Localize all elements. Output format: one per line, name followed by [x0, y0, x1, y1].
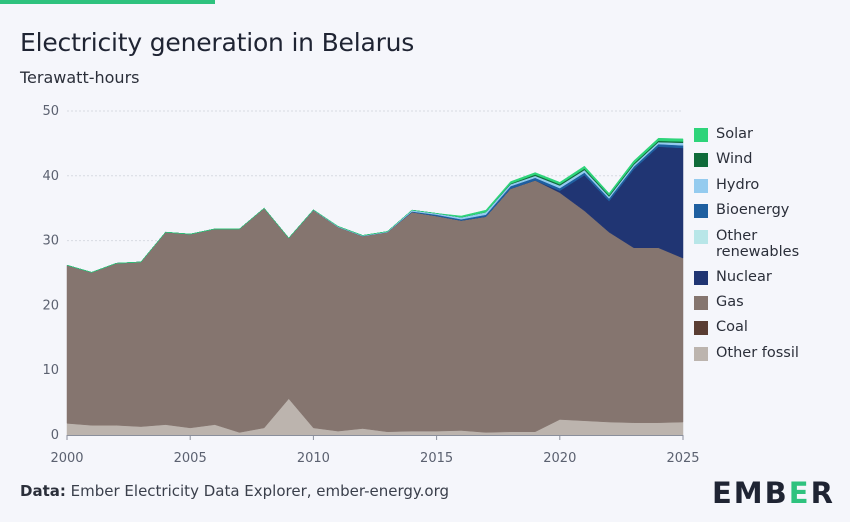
x-tick-label: 2015: [420, 451, 453, 466]
x-tick-label: 2020: [543, 451, 576, 466]
stacked-areas: [66, 137, 684, 436]
legend-label: Other fossil: [716, 344, 799, 361]
legend-item: Other renewables: [694, 228, 844, 269]
legend-label: Coal: [716, 319, 748, 336]
area-gas: [66, 180, 684, 433]
logo-text-right: R: [810, 476, 835, 510]
y-tick-label: 30: [42, 234, 59, 249]
legend-label: Bioenergy: [716, 202, 790, 219]
data-source-label: Data:: [20, 482, 66, 500]
legend-item: Nuclear: [694, 269, 844, 294]
legend-swatch: [694, 178, 708, 193]
legend-item: Gas: [694, 294, 844, 319]
x-tick-label: 2025: [666, 451, 699, 466]
legend-item: Wind: [694, 151, 844, 176]
legend-label: Gas: [716, 293, 744, 310]
y-tick-label: 50: [42, 104, 59, 119]
legend-swatch: [694, 295, 708, 310]
y-tick-label: 20: [42, 298, 59, 313]
x-axis: 2000 2005 2010 2015 2020 2025: [50, 435, 700, 466]
ember-logo: EMBER: [712, 476, 835, 510]
chart-subtitle: Terawatt-hours: [20, 68, 140, 87]
legend-label: Nuclear: [716, 268, 772, 285]
legend-swatch: [694, 128, 708, 142]
legend-item: Coal: [694, 319, 844, 344]
x-tick-label: 2010: [297, 451, 330, 466]
legend-label: Wind: [716, 151, 753, 168]
x-tick-label: 2000: [50, 451, 83, 466]
legend-label: Other renewables: [716, 227, 800, 260]
chart-title: Electricity generation in Belarus: [20, 28, 415, 57]
y-tick-label: 0: [51, 428, 59, 443]
legend-label: Solar: [716, 126, 753, 142]
x-tick-label: 2005: [174, 451, 207, 466]
legend-item: Other fossil: [694, 345, 844, 370]
legend-swatch: [694, 346, 708, 361]
legend-item: Bioenergy: [694, 202, 844, 227]
area-solar: [66, 137, 684, 273]
data-source: Data: Ember Electricity Data Explorer, e…: [20, 482, 449, 500]
y-tick-label: 10: [42, 363, 59, 378]
y-tick-label: 40: [42, 169, 59, 184]
top-accent-bar: [0, 0, 215, 4]
legend-label: Hydro: [716, 176, 760, 193]
logo-text-accent: E: [788, 476, 811, 510]
legend-item: Hydro: [694, 177, 844, 202]
data-source-text: Ember Electricity Data Explorer, ember-e…: [70, 482, 449, 500]
legend-swatch: [694, 204, 708, 219]
legend-swatch: [694, 229, 708, 244]
legend-item: Solar: [694, 126, 844, 151]
legend: Solar Wind Hydro Bioenergy Other renewables N…: [694, 126, 844, 370]
y-axis: 0 10 20 30 40 50: [42, 104, 59, 443]
legend-swatch: [694, 153, 708, 168]
logo-text-left: EMB: [712, 476, 789, 510]
legend-swatch: [694, 270, 708, 285]
legend-swatch: [694, 321, 708, 336]
